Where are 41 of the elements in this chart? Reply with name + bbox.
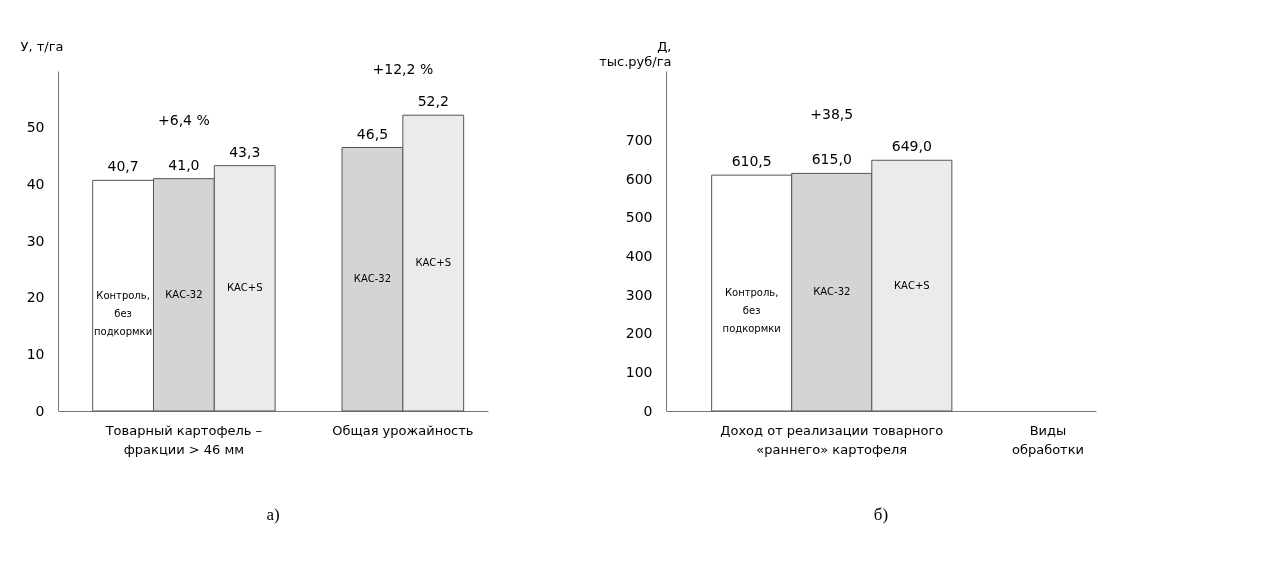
y-tick-label: 40 bbox=[26, 175, 45, 192]
data-label: 615,0 bbox=[811, 151, 852, 168]
y-tick-label: 400 bbox=[625, 247, 653, 264]
series-label: КАС+S bbox=[894, 279, 930, 291]
data-label: 46,5 bbox=[356, 125, 389, 142]
x-tick-label: Доход от реализации товарного «раннего» картофеля bbox=[720, 423, 944, 457]
y-tick-label: 300 bbox=[625, 286, 653, 303]
y-tick-label: 10 bbox=[26, 345, 45, 362]
data-label: 40,7 bbox=[107, 158, 139, 175]
y-tick-label: 50 bbox=[26, 119, 45, 136]
x-tick-label: Товарный картофель – фракции > 46 мм bbox=[104, 423, 263, 457]
data-label: 52,2 bbox=[417, 93, 449, 110]
x-tick-label: Общая урожайность bbox=[332, 423, 474, 438]
data-label: 610,5 bbox=[731, 153, 772, 170]
x-axis-title: Виды обработки bbox=[1011, 423, 1084, 457]
text: б) bbox=[873, 505, 889, 524]
y-tick-label: 0 bbox=[35, 402, 45, 419]
annotation: +12,2 % bbox=[372, 61, 434, 78]
y-tick-label: 20 bbox=[26, 289, 45, 306]
annotation: +38,5 bbox=[810, 106, 854, 123]
y-tick-label: 700 bbox=[625, 132, 653, 149]
data-label: 41,0 bbox=[168, 156, 200, 173]
y-axis-title: У, т/га bbox=[20, 38, 64, 54]
text: КАС+S bbox=[415, 257, 452, 269]
y-tick-label: 600 bbox=[625, 170, 653, 187]
series-label: Контроль, без подкормки bbox=[93, 289, 153, 337]
y-axis-title: Д, тыс.руб/га bbox=[599, 38, 672, 69]
series-label: Контроль, без подкормки bbox=[722, 287, 781, 335]
series-label: КАС+S bbox=[226, 282, 263, 294]
y-tick-label: 100 bbox=[625, 363, 653, 380]
data-label: 43,3 bbox=[229, 143, 261, 160]
text: а) bbox=[266, 505, 280, 524]
annotation: +6,4 % bbox=[158, 111, 210, 128]
text: КАС-32 bbox=[353, 273, 392, 285]
y-tick-label: 200 bbox=[625, 325, 653, 342]
y-tick-label: 500 bbox=[625, 209, 653, 226]
series-label: КАС-32 bbox=[813, 286, 851, 298]
series-label: КАС-32 bbox=[165, 288, 203, 300]
y-tick-label: 0 bbox=[643, 402, 653, 419]
data-label: 649,0 bbox=[891, 138, 932, 155]
y-tick-label: 30 bbox=[26, 232, 45, 249]
